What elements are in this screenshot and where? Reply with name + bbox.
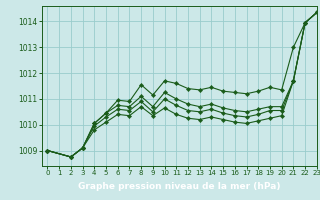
Text: Graphe pression niveau de la mer (hPa): Graphe pression niveau de la mer (hPa) xyxy=(78,182,280,191)
